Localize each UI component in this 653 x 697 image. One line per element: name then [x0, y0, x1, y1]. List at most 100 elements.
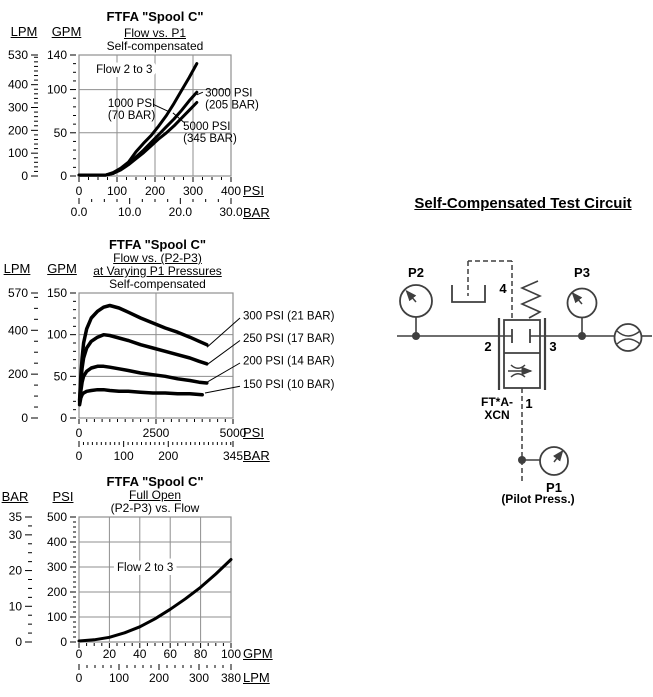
- junction-dot: [412, 332, 420, 340]
- spring-icon: [520, 280, 542, 319]
- svg-text:5000: 5000: [220, 426, 247, 440]
- chart-1-plot: 0 100 200 300 400 0.0 10.0 20.0 30.0 0 50 100 140 0 10…: [8, 48, 259, 219]
- valve-body-icon: [503, 319, 541, 389]
- svg-text:150 PSI (10 BAR): 150 PSI (10 BAR): [243, 379, 335, 391]
- chart1-title: FTFA "Spool C": [106, 9, 204, 24]
- svg-text:50: 50: [54, 369, 68, 383]
- chart3-subtitle-1: Full Open: [55, 488, 255, 502]
- svg-text:0: 0: [21, 169, 28, 183]
- svg-text:100: 100: [107, 184, 127, 198]
- svg-text:100: 100: [109, 671, 129, 685]
- chart2-x2-axis-unit: BAR: [243, 448, 270, 463]
- gauge-p1-icon: [539, 446, 569, 476]
- svg-text:200: 200: [8, 123, 28, 137]
- svg-text:500: 500: [47, 510, 67, 524]
- svg-text:0: 0: [60, 169, 67, 183]
- chart2-subtitle-1-text: Flow vs. (P2-P3): [113, 251, 202, 265]
- svg-text:0: 0: [76, 184, 83, 198]
- svg-text:0: 0: [76, 426, 83, 440]
- svg-text:300: 300: [189, 671, 209, 685]
- curve-300-psi-21-bar-: [77, 303, 209, 402]
- svg-text:200: 200: [8, 367, 28, 381]
- svg-text:(345 BAR): (345 BAR): [183, 133, 237, 145]
- chart1-y2-axis-header: LPM: [10, 24, 38, 39]
- chart-2-plot: 0 2500 5000 0 100 200 345 0 50 100 150 0 200 400 570 30…: [8, 286, 335, 463]
- svg-text:0: 0: [15, 635, 22, 649]
- curve-250-psi-17-bar-: [77, 332, 209, 404]
- chart2-y-axis-header: GPM: [47, 261, 77, 276]
- curve-full-open: [77, 558, 233, 643]
- chart1-subtitle-1: Flow vs. P1: [55, 26, 255, 40]
- svg-text:5000 PSI: 5000 PSI: [183, 121, 230, 133]
- svg-text:20: 20: [9, 564, 23, 578]
- svg-text:(205 BAR): (205 BAR): [205, 99, 259, 111]
- chart3-x-axis-unit: GPM: [243, 646, 273, 661]
- port-4-label: 4: [499, 281, 507, 296]
- chart2-subtitle-3: Self-compensated: [109, 277, 206, 291]
- chart2-subtitle-2-text: at Varying P1 Pressures: [93, 264, 222, 278]
- svg-text:140: 140: [47, 48, 67, 62]
- port-1-label: 1: [525, 396, 533, 411]
- chart1-x2-axis-unit: BAR: [243, 205, 270, 220]
- svg-text:300: 300: [183, 184, 203, 198]
- svg-text:300: 300: [47, 560, 67, 574]
- svg-text:3000 PSI: 3000 PSI: [205, 87, 252, 99]
- gauge-p1-note: (Pilot Press.): [501, 492, 575, 506]
- junction-dot: [578, 332, 586, 340]
- svg-text:100: 100: [47, 328, 67, 342]
- chart1-subtitle-2: Self-compensated: [106, 39, 204, 53]
- svg-text:400: 400: [8, 323, 28, 337]
- gauge-p2-label: P2: [408, 265, 424, 280]
- chart3-y2-axis-header: BAR: [1, 489, 29, 504]
- chart3-subtitle-1-text: Full Open: [128, 488, 182, 502]
- chart3-subtitle-2: (P2-P3) vs. Flow: [110, 501, 200, 515]
- svg-text:30.0: 30.0: [219, 205, 243, 219]
- chart3-title: FTFA "Spool C": [106, 474, 204, 489]
- svg-text:530: 530: [8, 48, 28, 62]
- svg-text:100: 100: [221, 647, 241, 661]
- svg-text:150: 150: [47, 286, 67, 300]
- svg-text:60: 60: [164, 647, 178, 661]
- gauge-p3-label: P3: [574, 265, 590, 280]
- svg-text:345: 345: [223, 449, 243, 463]
- svg-text:250 PSI (17 BAR): 250 PSI (17 BAR): [243, 333, 335, 345]
- svg-text:50: 50: [54, 126, 68, 140]
- svg-text:570: 570: [8, 286, 28, 300]
- svg-text:0: 0: [76, 449, 83, 463]
- svg-text:10: 10: [9, 599, 23, 613]
- curve-150-psi-10-bar-: [77, 387, 204, 407]
- chart1-y-axis-header: GPM: [51, 24, 82, 39]
- gauge-p1-label: P1: [546, 480, 562, 495]
- svg-text:(70 BAR): (70 BAR): [108, 110, 155, 122]
- svg-text:0.0: 0.0: [71, 205, 88, 219]
- svg-text:400: 400: [8, 78, 28, 92]
- chart2-x-axis-unit: PSI: [243, 425, 264, 440]
- svg-text:0: 0: [76, 647, 83, 661]
- svg-text:400: 400: [47, 535, 67, 549]
- svg-text:20: 20: [103, 647, 117, 661]
- svg-text:300 PSI (21 BAR): 300 PSI (21 BAR): [243, 311, 335, 323]
- tank-icon: [451, 285, 486, 303]
- svg-text:2500: 2500: [143, 426, 170, 440]
- chart2-y2-axis-header: LPM: [3, 261, 31, 276]
- chart-3-plot: 0 20 40 60 80 1000 100 200 300 380010020030040050…: [9, 510, 242, 685]
- svg-text:0: 0: [76, 671, 83, 685]
- svg-text:200: 200: [158, 449, 178, 463]
- curve-200-psi-14-bar-: [77, 364, 209, 405]
- svg-text:100: 100: [47, 83, 67, 97]
- svg-text:Flow 2 to 3: Flow 2 to 3: [117, 562, 173, 574]
- chart3-x2-axis-unit: LPM: [243, 670, 270, 685]
- svg-text:40: 40: [133, 647, 147, 661]
- test-circuit-schematic: [397, 260, 652, 482]
- chart1-subtitle-1-text: Flow vs. P1: [123, 26, 186, 40]
- svg-text:300: 300: [8, 101, 28, 115]
- valve-model-line1: FT*A-: [481, 395, 513, 409]
- port-2-label: 2: [484, 339, 492, 354]
- svg-text:200 PSI (14 BAR): 200 PSI (14 BAR): [243, 356, 335, 368]
- svg-text:35: 35: [9, 510, 23, 524]
- svg-text:100: 100: [8, 146, 28, 160]
- chart3-y-axis-header: PSI: [52, 489, 74, 504]
- flow-meter-icon: [613, 323, 643, 352]
